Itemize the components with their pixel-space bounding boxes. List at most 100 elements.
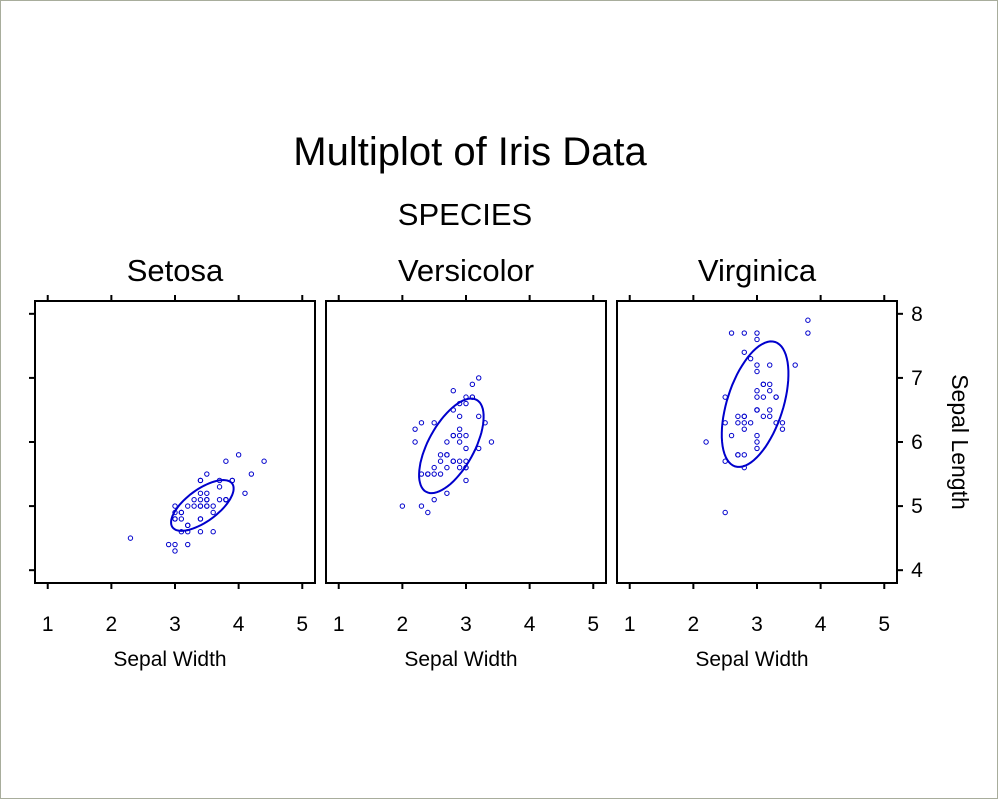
- data-point: [760, 394, 767, 400]
- data-point: [805, 330, 811, 336]
- x-tick-label: 5: [587, 613, 599, 636]
- prediction-ellipse: [720, 340, 790, 468]
- panel-title: Setosa: [127, 253, 224, 288]
- data-point: [437, 452, 444, 458]
- data-point: [456, 458, 463, 464]
- data-point: [197, 496, 204, 503]
- x-tick-label: 2: [397, 613, 409, 636]
- data-point: [437, 471, 444, 477]
- data-point: [425, 471, 431, 477]
- data-point: [741, 413, 747, 420]
- x-tick-label: 3: [460, 613, 472, 636]
- y-tick-label: 4: [911, 559, 923, 582]
- data-point: [456, 464, 463, 471]
- data-point: [767, 407, 773, 413]
- y-axis-label: Sepal Length: [947, 374, 973, 510]
- data-point: [204, 496, 210, 503]
- data-point: [191, 503, 197, 509]
- data-point: [450, 432, 456, 439]
- chart-subtitle: SPECIES: [398, 197, 532, 232]
- data-point: [792, 362, 798, 368]
- data-point: [703, 439, 709, 445]
- data-point: [450, 388, 456, 394]
- data-point: [412, 426, 418, 432]
- data-point: [178, 516, 185, 522]
- x-tick-label: 3: [169, 613, 181, 636]
- data-point: [399, 503, 406, 509]
- data-point: [185, 503, 191, 509]
- data-point: [242, 490, 248, 496]
- data-point: [444, 439, 450, 445]
- data-point: [172, 548, 178, 554]
- data-point: [754, 439, 760, 445]
- prediction-ellipse: [418, 397, 485, 495]
- data-point: [728, 330, 735, 336]
- data-point: [463, 477, 469, 484]
- data-point: [248, 471, 255, 477]
- data-point: [741, 426, 747, 432]
- data-point: [197, 516, 204, 522]
- data-point: [172, 516, 178, 522]
- data-point: [197, 490, 204, 496]
- data-point: [760, 413, 767, 420]
- data-point: [172, 503, 178, 509]
- data-point: [418, 503, 425, 509]
- data-point: [728, 432, 735, 439]
- panel-border: [325, 300, 607, 584]
- data-point: [223, 496, 229, 503]
- data-point: [431, 420, 437, 426]
- data-point: [197, 477, 204, 484]
- data-point: [754, 388, 760, 394]
- data-point: [412, 439, 418, 445]
- data-point: [191, 496, 197, 503]
- data-point: [767, 413, 773, 420]
- data-point: [127, 535, 134, 541]
- data-point: [747, 420, 754, 426]
- panel-border: [34, 300, 316, 584]
- data-point: [204, 490, 210, 496]
- data-point: [431, 464, 437, 471]
- x-tick-label: 2: [688, 613, 700, 636]
- data-point: [767, 362, 773, 368]
- data-point: [185, 522, 191, 529]
- data-point: [767, 381, 773, 388]
- data-point: [463, 400, 469, 407]
- data-point: [735, 413, 741, 420]
- data-point: [735, 420, 741, 426]
- data-point: [463, 432, 469, 439]
- data-point: [754, 362, 760, 368]
- data-point: [223, 458, 229, 464]
- chart-title: Multiplot of Iris Data: [293, 130, 647, 174]
- data-point: [747, 355, 754, 362]
- prediction-ellipse: [170, 478, 235, 532]
- x-axis-label: Sepal Width: [695, 648, 808, 671]
- data-point: [476, 375, 482, 381]
- data-point: [210, 509, 216, 516]
- data-point: [165, 541, 172, 548]
- data-point: [450, 458, 456, 464]
- panel-border: [616, 300, 898, 584]
- data-point: [488, 439, 495, 445]
- data-point: [444, 464, 450, 471]
- y-tick-label: 5: [911, 495, 923, 518]
- y-tick-label: 7: [911, 367, 923, 390]
- data-point: [773, 394, 779, 400]
- data-point: [456, 439, 463, 445]
- data-point: [754, 336, 760, 343]
- panel-setosa: Setosa 1 2 3 4 5 Sepal Width: [29, 253, 316, 671]
- data-point: [431, 471, 437, 477]
- data-point: [741, 452, 747, 458]
- data-point: [760, 381, 767, 388]
- x-axis-label: Sepal Width: [404, 648, 517, 671]
- data-point: [754, 394, 760, 400]
- data-point: [767, 388, 773, 394]
- x-tick-label: 4: [233, 613, 245, 636]
- data-point: [197, 503, 204, 509]
- data-point: [444, 452, 450, 458]
- data-point: [204, 471, 210, 477]
- data-point: [216, 496, 223, 503]
- data-point: [754, 407, 760, 413]
- data-point: [235, 452, 242, 458]
